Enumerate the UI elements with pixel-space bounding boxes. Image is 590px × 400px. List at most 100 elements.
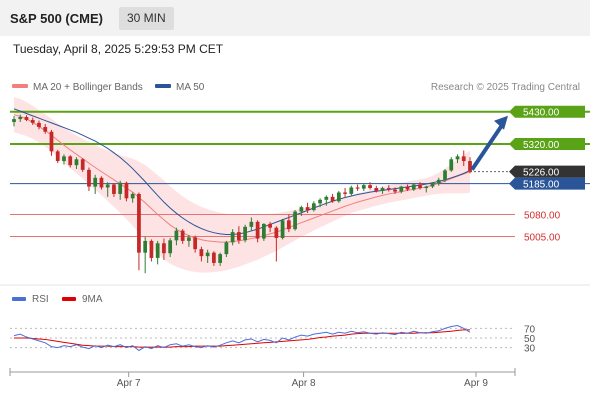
candle-body	[237, 232, 241, 241]
candle	[93, 174, 98, 194]
candle-body	[30, 119, 35, 123]
candle	[224, 240, 229, 258]
candle	[230, 229, 235, 246]
candle	[105, 182, 110, 197]
candle	[55, 149, 60, 164]
candle	[461, 150, 466, 167]
candle	[380, 186, 385, 194]
rsi-legend-swatch	[12, 297, 26, 301]
datetime-label: Tuesday, April 8, 2025 5:29:53 PM CET	[13, 42, 224, 56]
candle-body	[180, 230, 185, 241]
rsi-ma9-line	[14, 329, 470, 348]
candle-body	[80, 159, 85, 170]
candle	[405, 184, 410, 191]
x-axis-tick-label: Apr 8	[292, 378, 316, 389]
candle-body	[374, 188, 379, 191]
ma50-legend-label: MA 50	[176, 82, 205, 93]
candle	[137, 192, 141, 271]
candle-body	[174, 230, 179, 241]
candle-body	[230, 232, 235, 243]
candle	[399, 185, 404, 194]
candle	[12, 116, 16, 127]
candle-body	[405, 186, 410, 190]
candle-body	[318, 199, 322, 204]
candle-body	[162, 243, 166, 254]
candle	[193, 235, 198, 253]
candle	[411, 183, 416, 191]
candle-body	[212, 252, 216, 263]
candle-body	[343, 192, 347, 194]
candle	[149, 239, 154, 262]
candle	[330, 193, 335, 203]
candle	[180, 229, 185, 244]
candle	[74, 157, 79, 169]
candle-body	[336, 192, 341, 202]
candle	[99, 176, 104, 190]
candle	[455, 154, 460, 164]
candle-body	[99, 177, 104, 188]
timeframe-badge[interactable]: 30 MIN	[119, 7, 174, 30]
candle-body	[68, 156, 73, 166]
candle-body	[187, 237, 191, 241]
candle-body	[368, 185, 372, 189]
candle	[143, 236, 148, 274]
candle-body	[149, 240, 154, 258]
candle	[361, 183, 366, 191]
candle-body	[268, 223, 272, 228]
candle-body	[411, 184, 416, 190]
rsi-tick-label: 70	[524, 324, 536, 335]
candle	[80, 158, 85, 172]
candle	[212, 251, 216, 266]
candle	[386, 185, 391, 192]
candle	[37, 120, 41, 130]
candle	[237, 226, 241, 244]
candle-body	[193, 237, 198, 250]
candle-body	[43, 127, 48, 132]
price-label-text: 5320.00	[523, 140, 560, 151]
ma50-line	[13, 108, 471, 235]
candle-body	[418, 184, 422, 189]
forecast-arrow-head	[494, 115, 508, 130]
candle	[268, 221, 272, 233]
candle-body	[286, 220, 291, 230]
candle	[112, 183, 116, 197]
candle-body	[424, 186, 429, 189]
price-label-text: 5226.00	[523, 168, 560, 179]
candle	[118, 180, 123, 200]
candle	[393, 187, 397, 194]
candle-body	[18, 117, 23, 120]
candle-body	[436, 179, 441, 184]
candle-body	[293, 211, 297, 230]
candle	[24, 115, 29, 122]
candle	[261, 223, 266, 241]
copyright-label: Research © 2025 Trading Central	[431, 82, 580, 93]
ma9-legend-swatch	[62, 297, 76, 301]
candle-body	[24, 117, 29, 120]
candle	[174, 227, 179, 246]
candle-body	[399, 186, 404, 192]
candle	[249, 217, 254, 231]
candle-body	[380, 188, 385, 191]
candle	[18, 114, 23, 123]
candle	[205, 249, 210, 263]
candle-body	[218, 254, 223, 263]
candle-body	[430, 183, 435, 187]
candle-body	[299, 207, 304, 212]
candle	[336, 191, 341, 203]
candle-body	[393, 189, 397, 192]
candle	[199, 246, 204, 262]
candle	[424, 185, 429, 193]
candle-body	[449, 159, 454, 171]
candle	[436, 177, 441, 186]
candle	[280, 218, 285, 240]
candle-body	[330, 196, 335, 202]
candle-body	[274, 227, 279, 238]
candle-body	[311, 203, 316, 211]
candle-body	[349, 187, 354, 194]
candle	[468, 157, 472, 174]
candle-body	[261, 223, 266, 239]
candle-body	[12, 119, 16, 123]
candle-body	[130, 193, 135, 199]
candle-body	[49, 131, 54, 152]
